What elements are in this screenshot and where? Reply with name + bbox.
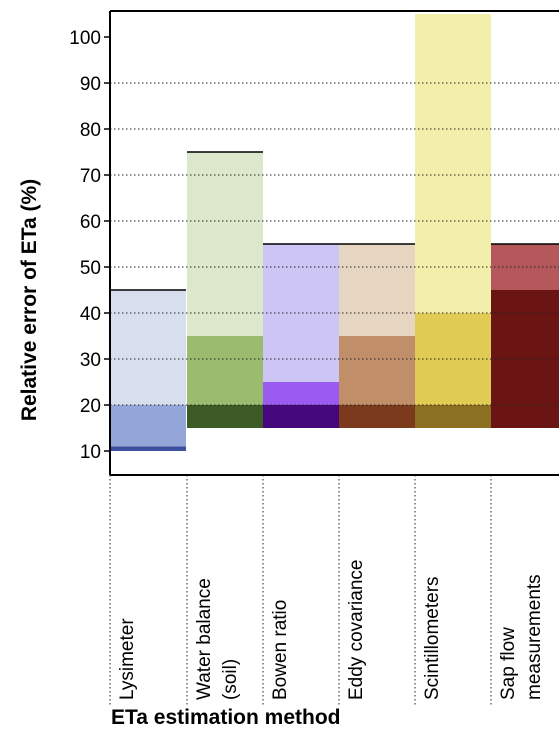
y-tick-label-40: 40 [80,304,101,325]
band-1-0 [187,405,263,428]
y-tick-label-10: 10 [80,442,101,463]
band-0-2 [110,290,186,405]
bands-layer [110,14,559,451]
category-label-1-0: Water balance [194,578,215,700]
band-2-0 [263,405,339,428]
category-label-2-0: Bowen ratio [270,600,291,700]
y-tick-label-20: 20 [80,396,101,417]
band-4-0 [415,405,491,428]
y-tick-label-100: 100 [69,28,101,49]
category-layer: Lysimeter Water balance (soil) Bowen ratio E… [109,475,545,705]
y-tick-label-60: 60 [80,212,101,233]
category-label-0-0: Lysimeter [117,618,138,700]
category-label-5-1: measurements [524,574,545,700]
category-label-3-0: Eddy covariance [346,560,367,700]
band-4-2 [415,14,491,313]
band-2-1 [263,382,339,405]
band-3-0 [339,405,415,428]
y-tick-label-90: 90 [80,74,101,95]
band-5-1 [491,244,559,290]
y-tick-label-50: 50 [80,258,101,279]
band-1-1 [187,336,263,405]
band-0-1 [110,405,186,447]
band-1-2 [187,152,263,336]
category-label-1-1: (soil) [220,659,241,700]
y-axis-title: Relative error of ETa (%) [18,179,41,421]
band-3-2 [339,244,415,336]
category-label-5-0: Sap flow [498,627,519,700]
tick-layer: 10 20 30 40 50 60 70 80 90 100 [69,28,110,463]
x-axis-title: ETa estimation method [111,706,340,729]
category-label-4-0: Scintillometers [422,576,443,700]
band-3-1 [339,336,415,405]
y-tick-label-70: 70 [80,166,101,187]
y-tick-label-30: 30 [80,350,101,371]
grid-layer [110,82,559,406]
axes-layer [109,10,559,476]
band-0-0 [110,446,186,451]
y-tick-label-80: 80 [80,120,101,141]
band-5-0 [491,290,559,428]
